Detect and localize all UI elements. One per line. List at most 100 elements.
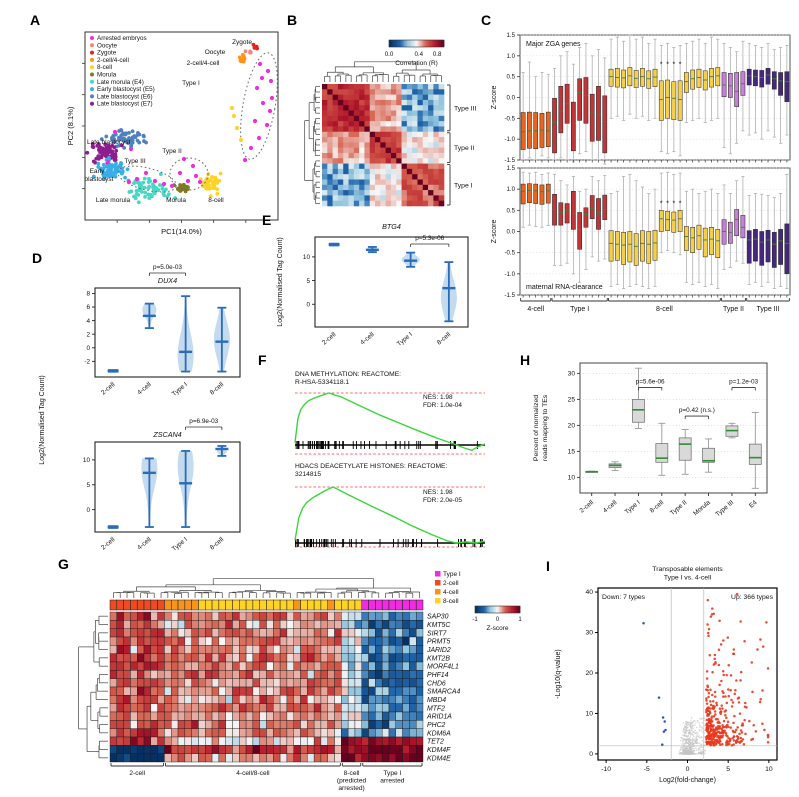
svg-text:30: 30 — [568, 371, 576, 378]
svg-text:*: * — [660, 200, 663, 207]
svg-text:25: 25 — [568, 397, 576, 404]
svg-text:0.4: 0.4 — [414, 51, 423, 58]
svg-text:2: 2 — [86, 331, 90, 338]
svg-text:-1.0: -1.0 — [504, 136, 515, 143]
svg-text:8-cell: 8-cell — [209, 536, 226, 552]
svg-text:Oocyte: Oocyte — [205, 49, 226, 56]
svg-text:Type III: Type III — [124, 158, 146, 165]
svg-text:0: 0 — [306, 301, 310, 308]
svg-text:p=5.0e-03: p=5.0e-03 — [153, 264, 182, 271]
svg-text:2-cell: 2-cell — [579, 499, 596, 515]
svg-text:HDACS DEACETYLATE HISTONES: RE: HDACS DEACETYLATE HISTONES: REACTOME: — [295, 463, 447, 470]
svg-text:Up: 366 types: Up: 366 types — [731, 594, 774, 601]
svg-text:Type I vs. 4-cell: Type I vs. 4-cell — [664, 575, 712, 582]
svg-text:4-cell: 4-cell — [527, 306, 544, 313]
svg-text:CHD6: CHD6 — [427, 680, 446, 687]
svg-text:blastocyst: blastocyst — [85, 176, 114, 183]
svg-text:*: * — [679, 200, 682, 207]
svg-text:PHC2: PHC2 — [427, 722, 446, 729]
svg-text:PHF14: PHF14 — [427, 672, 449, 679]
svg-text:-1.5: -1.5 — [504, 292, 515, 299]
panel-c-label: C — [481, 12, 492, 28]
btg4-violin: 10 5 0 2-cell 4-cell Type I 8-cell p=5.3e-06 BTG… — [277, 222, 469, 348]
svg-text:1.5: 1.5 — [507, 32, 516, 39]
svg-text:ARID1A: ARID1A — [426, 714, 452, 721]
svg-text:p=5.6e-06: p=5.6e-06 — [636, 378, 665, 385]
svg-text:Log2(Normalised Tag Count): Log2(Normalised Tag Count) — [277, 237, 284, 326]
svg-text:20: 20 — [585, 670, 593, 677]
svg-text:0: 0 — [496, 617, 500, 623]
svg-text:arrested): arrested) — [338, 785, 364, 792]
svg-text:-0.5: -0.5 — [504, 115, 515, 122]
svg-text:Log2(fold-change): Log2(fold-change) — [659, 777, 716, 784]
svg-text:FDR: 2.0e-05: FDR: 2.0e-05 — [423, 497, 462, 504]
svg-text:KDM6A: KDM6A — [427, 730, 451, 737]
svg-text:PC2 (8.1%): PC2 (8.1%) — [66, 106, 75, 145]
svg-text:Type I: Type I — [182, 80, 200, 87]
panel-g-label: G — [58, 556, 69, 572]
svg-text:8-cell: 8-cell — [208, 197, 224, 204]
svg-text:0: 0 — [86, 507, 90, 514]
svg-text:Major ZGA genes: Major ZGA genes — [526, 41, 581, 48]
svg-text:1.0: 1.0 — [507, 53, 516, 60]
svg-text:2-cell: 2-cell — [129, 770, 145, 777]
svg-text:(predicted: (predicted — [337, 778, 367, 785]
svg-text:*: * — [660, 61, 663, 68]
svg-text:SIRT7: SIRT7 — [427, 630, 448, 637]
svg-text:Morula: Morula — [166, 197, 186, 204]
svg-text:DNA METHYLATION: REACTOME:: DNA METHYLATION: REACTOME: — [295, 371, 401, 378]
svg-text:0: 0 — [589, 751, 593, 758]
svg-text:*: * — [666, 200, 669, 207]
svg-text:JARID2: JARID2 — [426, 647, 451, 654]
svg-text:-1: -1 — [472, 617, 478, 623]
svg-text:Type I: Type I — [383, 770, 401, 777]
svg-text:Type III: Type III — [714, 499, 735, 518]
svg-text:-1.5: -1.5 — [504, 157, 515, 164]
svg-text:Morula: Morula — [692, 499, 712, 517]
pca-legend: Arrested embryosOocyteZygote2-cell/4-cel… — [90, 35, 155, 108]
panel-f-label: F — [258, 352, 267, 368]
svg-text:0: 0 — [86, 345, 90, 352]
svg-text:20: 20 — [568, 423, 576, 430]
svg-text:3214815: 3214815 — [295, 471, 321, 478]
svg-text:Zygote: Zygote — [97, 50, 117, 57]
svg-text:1: 1 — [518, 617, 522, 623]
svg-text:2-cell/4-cell: 2-cell/4-cell — [187, 60, 220, 67]
svg-text:-2: -2 — [84, 359, 90, 366]
zscore-boxplots: 1.51.00.50.0-0.5-1.0-1.5Z-score* * * *Major… — [491, 32, 791, 313]
svg-text:BTG4: BTG4 — [382, 222, 401, 231]
svg-text:Late blastocyst: Late blastocyst — [87, 139, 131, 146]
svg-text:8-cell: 8-cell — [436, 331, 453, 347]
svg-text:ZSCAN4: ZSCAN4 — [152, 430, 181, 439]
panel-h-label: H — [520, 352, 531, 368]
svg-text:Type II: Type II — [162, 148, 182, 155]
svg-text:maternal RNA-clearance: maternal RNA-clearance — [526, 284, 603, 291]
dux4-zscan4-violins: 8 6 4 2 0 -2 2-cell 4-cell Type I 8-cell p=5.0e-03… — [39, 264, 241, 553]
svg-text:Type I: Type I — [624, 499, 642, 516]
svg-text:10: 10 — [585, 711, 593, 718]
panel-b-label: B — [287, 12, 298, 28]
svg-text:TET2: TET2 — [427, 739, 444, 746]
svg-text:SMARCA4: SMARCA4 — [427, 689, 460, 696]
svg-text:Type I: Type I — [171, 381, 189, 398]
svg-text:KDM4E: KDM4E — [427, 755, 451, 762]
svg-text:1.0: 1.0 — [507, 186, 516, 193]
svg-text:5: 5 — [306, 278, 310, 285]
svg-text:40: 40 — [585, 589, 593, 596]
svg-text:PC1(14.0%): PC1(14.0%) — [161, 227, 202, 236]
svg-text:Type II: Type II — [723, 306, 744, 313]
svg-text:*: * — [672, 61, 675, 68]
svg-text:Early blastocyst (E5): Early blastocyst (E5) — [97, 86, 155, 93]
svg-text:0.5: 0.5 — [507, 74, 516, 81]
svg-text:10: 10 — [765, 766, 773, 773]
svg-text:Type II: Type II — [669, 499, 689, 517]
svg-text:NES: 1.98: NES: 1.98 — [423, 489, 453, 496]
svg-text:4-cell: 4-cell — [443, 589, 459, 596]
svg-text:Type III: Type III — [757, 306, 780, 313]
svg-text:15: 15 — [568, 449, 576, 456]
svg-text:2-cell: 2-cell — [100, 381, 117, 397]
svg-text:KDM4F: KDM4F — [427, 747, 451, 754]
svg-text:p=6.9e-03: p=6.9e-03 — [189, 418, 218, 425]
svg-text:Z-score: Z-score — [491, 220, 498, 244]
svg-text:reads mapping to TEs: reads mapping to TEs — [542, 394, 549, 461]
